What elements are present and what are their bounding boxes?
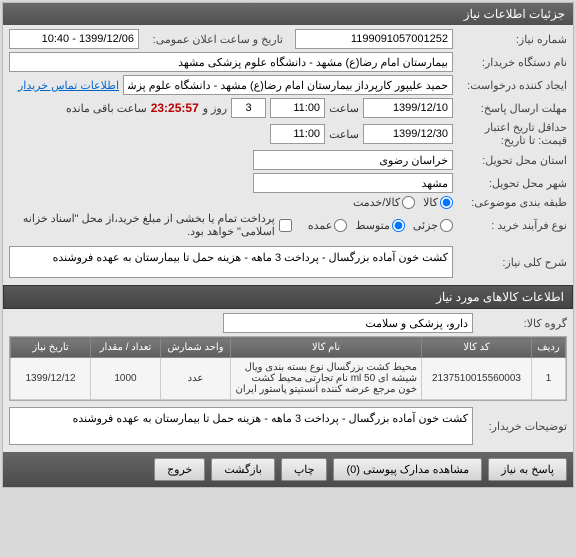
org-input[interactable] — [9, 52, 453, 72]
creator-input[interactable] — [123, 75, 453, 95]
th-unit: واحد شمارش — [161, 338, 231, 358]
answer-button[interactable]: پاسخ به نیاز — [488, 458, 567, 481]
budget-radio-group: کالا کالا/خدمت — [353, 196, 453, 209]
city-input[interactable] — [253, 173, 453, 193]
label-category: گروه کالا: — [477, 317, 567, 330]
panel-header: جزئیات اطلاعات نیاز — [3, 3, 573, 25]
label-hour-2: ساعت — [329, 128, 359, 141]
items-table: ردیف کد کالا نام کالا واحد شمارش تعداد /… — [10, 337, 566, 400]
cell-idx: 1 — [532, 358, 566, 400]
buyer-desc-textarea[interactable] — [9, 407, 473, 445]
contact-link[interactable]: اطلاعات تماس خریدار — [18, 79, 119, 92]
cell-name: محیط کشت بزرگسال نوع بسته بندی ویال شیشه… — [231, 358, 422, 400]
cell-code: 2137510015560003 — [422, 358, 532, 400]
national-pay-checkbox[interactable] — [279, 219, 292, 232]
purchase-high-radio[interactable] — [334, 219, 347, 232]
budget-goods-radio[interactable] — [440, 196, 453, 209]
credit-date[interactable] — [363, 124, 453, 144]
label-budget: طبقه بندی موضوعی: — [457, 196, 567, 209]
summary-textarea[interactable] — [9, 246, 453, 278]
label-creator: ایجاد کننده درخواست: — [457, 79, 567, 92]
print-button[interactable]: چاپ — [281, 458, 328, 481]
attachments-button[interactable]: مشاهده مدارک پیوستی (0) — [333, 458, 482, 481]
category-input[interactable] — [223, 313, 473, 333]
label-and: روز و — [203, 102, 227, 115]
items-section-header: اطلاعات کالاهای مورد نیاز — [3, 285, 573, 309]
cell-date: 1399/12/12 — [11, 358, 91, 400]
budget-goods-option[interactable]: کالا — [423, 196, 453, 209]
purchase-low-option[interactable]: جزئی — [413, 219, 453, 232]
purchase-radio-group: جزئی متوسط عمده — [308, 219, 453, 232]
budget-service-radio[interactable] — [402, 196, 415, 209]
deadline-time[interactable] — [270, 98, 325, 118]
label-credit: حداقل تاریخ اعتبار قیمت: تا تاریخ: — [457, 121, 567, 147]
cell-qty: 1000 — [91, 358, 161, 400]
th-name: نام کالا — [231, 338, 422, 358]
purchase-mid-radio[interactable] — [392, 219, 405, 232]
label-announce: تاریخ و ساعت اعلان عمومی: — [143, 33, 283, 46]
label-org: نام دستگاه خریدار: — [457, 56, 567, 69]
purchase-mid-option[interactable]: متوسط — [355, 219, 405, 232]
need-number-input[interactable] — [295, 29, 453, 49]
deadline-date[interactable] — [363, 98, 453, 118]
label-hour-1: ساعت — [329, 102, 359, 115]
label-purchase: نوع فرآیند خرید : — [457, 219, 567, 232]
label-deadline: مهلت ارسال پاسخ: — [457, 102, 567, 115]
exit-button[interactable]: خروج — [154, 458, 205, 481]
header-title: جزئیات اطلاعات نیاز — [464, 7, 565, 21]
label-remaining: ساعت باقی مانده — [66, 102, 147, 115]
label-province: استان محل تحویل: — [457, 154, 567, 167]
days-remain — [231, 98, 266, 118]
timer: 23:25:57 — [151, 101, 199, 115]
th-code: کد کالا — [422, 338, 532, 358]
label-summary: شرح کلی نیاز: — [457, 256, 567, 269]
table-row[interactable]: 12137510015560003محیط کشت بزرگسال نوع بس… — [11, 358, 566, 400]
th-idx: ردیف — [532, 338, 566, 358]
label-buyer-desc: توضیحات خریدار: — [477, 420, 567, 433]
announce-date-input[interactable] — [9, 29, 139, 49]
credit-time[interactable] — [270, 124, 325, 144]
purchase-low-radio[interactable] — [440, 219, 453, 232]
province-input[interactable] — [253, 150, 453, 170]
national-pay-label: پرداخت تمام یا بخشی از مبلغ خرید،از محل … — [9, 212, 275, 238]
cell-unit: عدد — [161, 358, 231, 400]
back-button[interactable]: بازگشت — [211, 458, 275, 481]
button-bar: پاسخ به نیاز مشاهده مدارک پیوستی (0) چاپ… — [3, 452, 573, 487]
label-need-number: شماره نیاز: — [457, 33, 567, 46]
budget-service-option[interactable]: کالا/خدمت — [353, 196, 415, 209]
th-qty: تعداد / مقدار — [91, 338, 161, 358]
label-city: شهر محل تحویل: — [457, 177, 567, 190]
th-date: تاریخ نیاز — [11, 338, 91, 358]
purchase-high-option[interactable]: عمده — [308, 219, 347, 232]
